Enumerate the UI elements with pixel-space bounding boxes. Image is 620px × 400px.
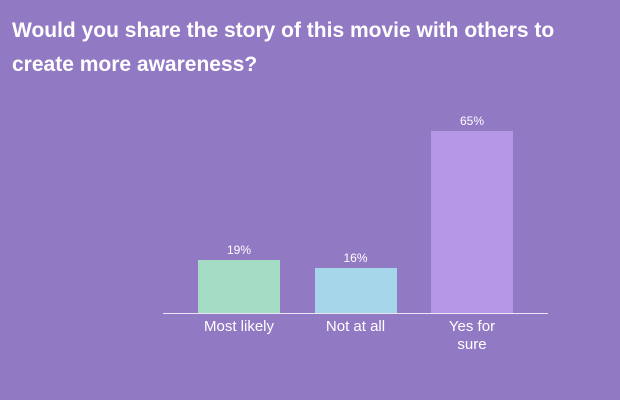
value-label: 65% — [459, 114, 485, 128]
bar — [314, 268, 397, 313]
x-tick-label: Most likely — [203, 318, 274, 335]
value-label: 16% — [343, 251, 368, 266]
x-tick-label: Not at all — [325, 318, 386, 335]
chart-title: Would you share the story of this movie … — [12, 19, 555, 76]
bar — [431, 131, 513, 313]
bar — [198, 259, 280, 313]
x-axis-line — [163, 313, 548, 314]
value-label: 19% — [226, 242, 252, 257]
x-tick-label: Yes for sure — [448, 318, 496, 353]
